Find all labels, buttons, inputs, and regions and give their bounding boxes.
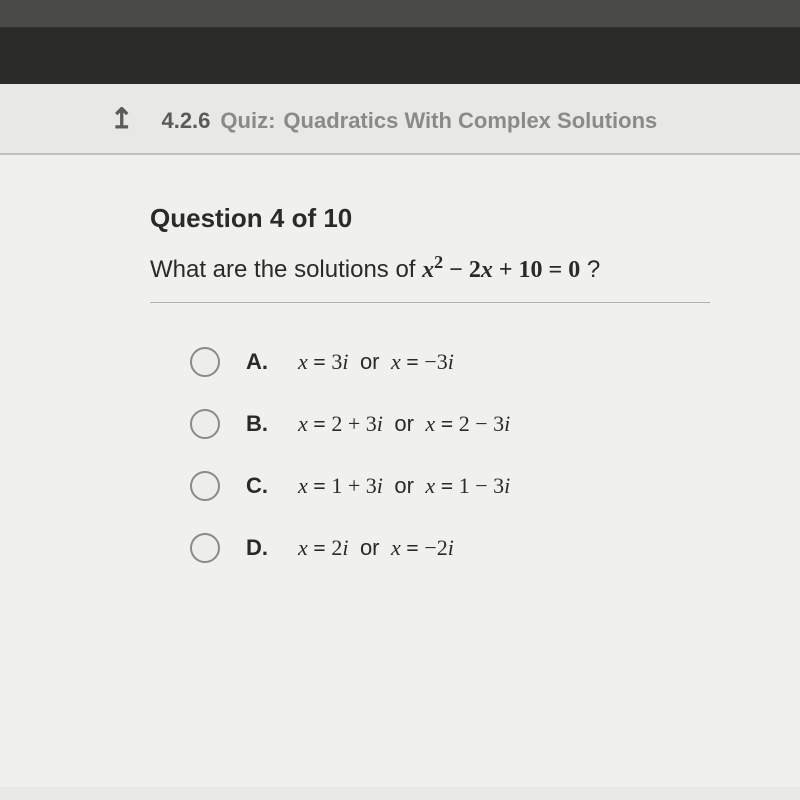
question-prompt-prefix: What are the solutions of: [150, 256, 422, 283]
answer-expression: x = 1 + 3i or x = 1 − 3i: [298, 473, 510, 499]
quiz-label: Quiz:: [220, 108, 275, 134]
browser-top-strip: [0, 0, 800, 28]
answer-option-b[interactable]: B. x = 2 + 3i or x = 2 − 3i: [190, 409, 800, 439]
answer-letter: C.: [246, 473, 272, 499]
answer-expression: x = 2i or x = −2i: [298, 535, 454, 561]
radio-icon[interactable]: [190, 409, 220, 439]
question-equation: x2 − 2x + 10 = 0: [422, 257, 580, 283]
question-content: Question 4 of 10 What are the solutions …: [0, 155, 800, 787]
answer-letter: B.: [246, 411, 272, 437]
back-arrow-icon[interactable]: ↥: [110, 102, 133, 139]
app-top-bar: [0, 28, 800, 84]
question-divider: [150, 302, 710, 303]
radio-icon[interactable]: [190, 347, 220, 377]
answer-expression: x = 3i or x = −3i: [298, 349, 454, 375]
quiz-title: Quadratics With Complex Solutions: [283, 108, 657, 134]
answer-option-d[interactable]: D. x = 2i or x = −2i: [190, 533, 800, 563]
quiz-header: ↥ 4.2.6 Quiz: Quadratics With Complex So…: [0, 84, 800, 155]
question-prompt: What are the solutions of x2 − 2x + 10 =…: [150, 252, 800, 284]
question-number-label: Question 4 of 10: [150, 203, 800, 234]
radio-icon[interactable]: [190, 533, 220, 563]
answer-letter: D.: [246, 535, 272, 561]
answer-option-c[interactable]: C. x = 1 + 3i or x = 1 − 3i: [190, 471, 800, 501]
answer-expression: x = 2 + 3i or x = 2 − 3i: [298, 411, 510, 437]
answer-letter: A.: [246, 349, 272, 375]
quiz-number: 4.2.6: [161, 108, 210, 134]
answer-option-a[interactable]: A. x = 3i or x = −3i: [190, 347, 800, 377]
answer-list: A. x = 3i or x = −3i B. x = 2 + 3i or x …: [150, 347, 800, 563]
radio-icon[interactable]: [190, 471, 220, 501]
question-prompt-suffix: ?: [587, 256, 600, 283]
